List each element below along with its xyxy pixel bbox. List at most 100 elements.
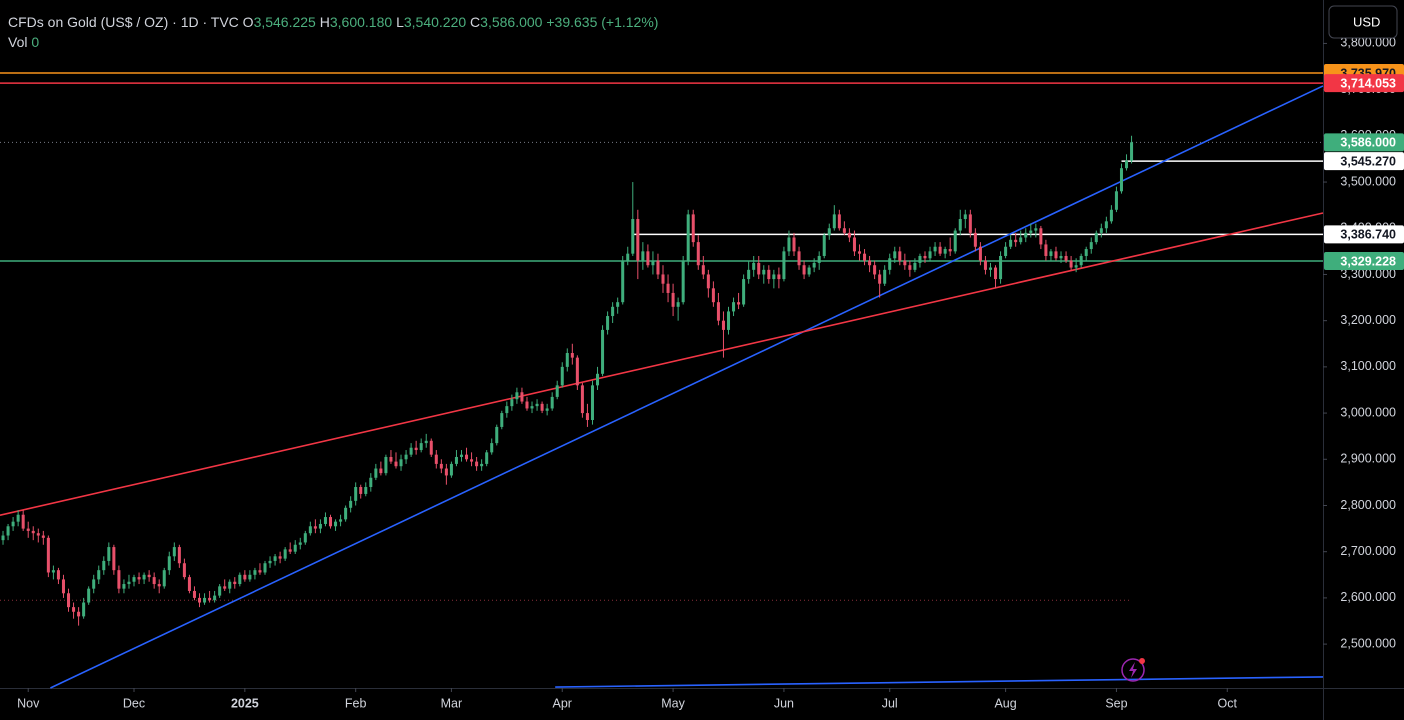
symbol: CFDs on Gold (US$ / OZ) · 1D · TVC: [8, 14, 239, 30]
currency-button[interactable]: USD: [1328, 5, 1398, 39]
candle-body: [943, 249, 947, 254]
candle-body: [500, 413, 504, 427]
ohlc-row: CFDs on Gold (US$ / OZ) · 1D · TVC O3,54…: [8, 12, 658, 32]
candle-body: [742, 279, 746, 305]
candle-body: [983, 260, 987, 270]
trendline: [50, 85, 1324, 689]
candle-body: [253, 570, 257, 575]
candle-body: [747, 269, 751, 280]
x-tick-label: Dec: [123, 696, 145, 710]
candle-body: [344, 507, 348, 520]
candle-body: [31, 530, 35, 534]
candle-body: [72, 607, 76, 612]
candle-body: [1019, 237, 1023, 243]
candle-body: [1009, 239, 1013, 247]
candle-body: [490, 443, 494, 453]
candle-body: [303, 533, 307, 543]
candle-body: [1099, 228, 1103, 233]
volume: 0: [31, 34, 40, 50]
candle-body: [278, 556, 282, 559]
candle-body: [752, 262, 756, 270]
candle-body: [288, 549, 292, 552]
candle-body: [268, 560, 272, 564]
candle-body: [238, 574, 242, 585]
y-tick-label: 2,500.000: [1340, 636, 1396, 650]
price-badge: [1324, 74, 1404, 93]
candle-body: [671, 292, 675, 307]
candle-body: [1044, 244, 1048, 256]
candle-body: [757, 262, 761, 275]
trendline: [555, 676, 1324, 688]
candle-body: [369, 477, 373, 488]
price-badge-label: 3,329.228: [1340, 254, 1396, 268]
price-badge: [1324, 133, 1404, 152]
candle-body: [1034, 228, 1038, 231]
candle-body: [359, 487, 363, 494]
candle-body: [349, 500, 353, 508]
candle-body: [21, 514, 25, 529]
candle-body: [46, 537, 50, 573]
candle-body: [1119, 168, 1123, 192]
candle-body: [782, 251, 786, 280]
candle-body: [913, 262, 917, 270]
candle-body: [323, 517, 327, 524]
candle-body: [999, 255, 1003, 280]
candle-body: [928, 251, 932, 259]
candle-body: [334, 521, 338, 527]
candle-body: [863, 253, 867, 261]
candle-body: [550, 396, 554, 409]
candle-body: [923, 255, 927, 259]
candle-body: [485, 452, 489, 464]
candle-body: [721, 320, 725, 330]
candle-body: [807, 267, 811, 275]
candle-body: [676, 302, 680, 307]
legend-header: CFDs on Gold (US$ / OZ) · 1D · TVC O3,54…: [8, 12, 658, 52]
candle-body: [273, 556, 277, 561]
x-tick-label: Jun: [774, 696, 794, 710]
candle-body: [112, 547, 116, 571]
candle-body: [283, 549, 287, 559]
candle-body: [958, 219, 962, 231]
currency-label[interactable]: USD: [1353, 14, 1380, 29]
candle-body: [233, 581, 237, 585]
candle-body: [696, 242, 700, 266]
candle-body: [732, 302, 736, 312]
candle-body: [681, 260, 685, 303]
candle-body: [580, 385, 584, 414]
candle-body: [701, 265, 705, 275]
ohlc-key: C: [470, 14, 481, 30]
candle-body: [953, 230, 957, 252]
trendline: [0, 212, 1324, 516]
candle-body: [318, 523, 322, 529]
candle-body: [656, 260, 660, 275]
candle-body: [1039, 228, 1043, 245]
candle-body: [172, 547, 176, 557]
candle-body: [459, 454, 463, 457]
candle-body: [308, 526, 312, 534]
ohlc-key: H: [319, 14, 330, 30]
candle-body: [162, 570, 166, 587]
candle-body: [787, 237, 791, 252]
candle-body: [978, 246, 982, 261]
alert-icon[interactable]: [1121, 658, 1145, 682]
candle-body: [419, 443, 423, 451]
candle-body: [686, 214, 690, 261]
candle-body: [530, 406, 534, 409]
candle-body: [263, 563, 267, 573]
candle-body: [465, 454, 469, 460]
candle-body: [147, 574, 151, 578]
candle-body: [1089, 242, 1093, 250]
price-badge: [1324, 152, 1404, 171]
candle-body: [933, 246, 937, 252]
candle-body: [903, 260, 907, 266]
candle-body: [364, 487, 368, 494]
candle-body: [601, 329, 605, 374]
candle-body: [1079, 255, 1083, 266]
candle-body: [762, 269, 766, 275]
candle-body: [152, 577, 156, 585]
candle-body: [873, 265, 877, 275]
candle-body: [1014, 239, 1018, 243]
y-tick-label: 3,000.000: [1340, 405, 1396, 419]
